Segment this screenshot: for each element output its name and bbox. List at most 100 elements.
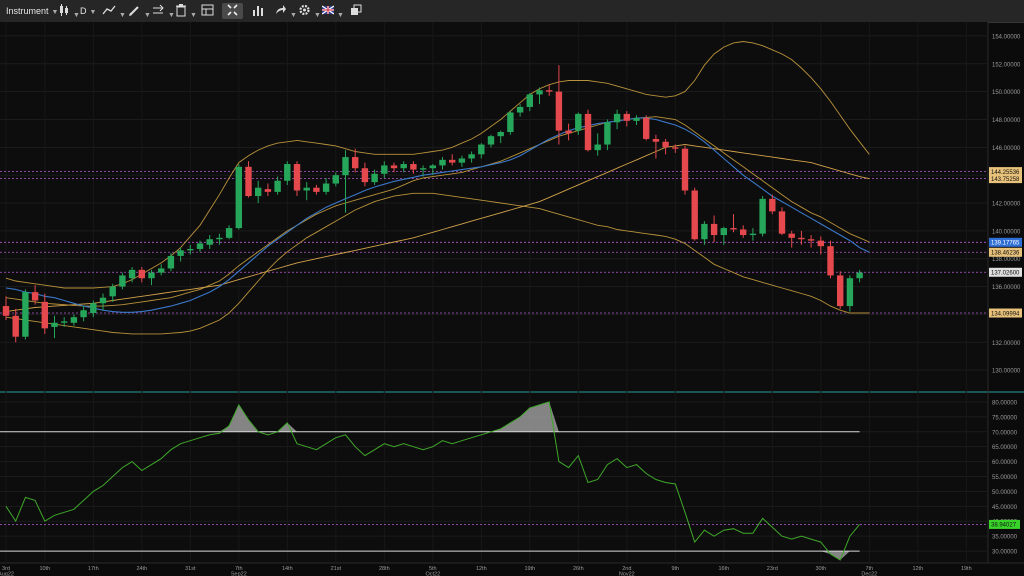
toolbar: Instrument ▼ ▼ D ▼ ▼ ▼ ▼ ▼ ▼ ▼ ▼: [0, 0, 1024, 23]
close-icon[interactable]: ✖: [46, 60, 52, 67]
chart-type-menu[interactable]: ▼: [58, 3, 80, 19]
time-tick-label: 12th: [912, 566, 923, 572]
candle-down: [807, 239, 815, 241]
price-value-label: 139.17765: [991, 241, 1020, 247]
eye-icon[interactable]: ◉: [35, 49, 43, 56]
price-tick-label: 142.00000: [992, 202, 1021, 208]
eye-icon[interactable]: ◉: [35, 60, 43, 67]
close-icon[interactable]: ✖: [48, 38, 55, 45]
series-line-sma50: [5, 144, 870, 313]
rsi-pane: [0, 401, 988, 561]
candle-down: [2, 306, 10, 316]
time-tick-label: 10th: [39, 566, 50, 572]
chevron-down-icon: ▼: [290, 12, 297, 19]
candle-up: [206, 239, 213, 245]
time-tick-label: 23rd: [767, 566, 778, 572]
rsi-tick-label: 40.00000: [992, 520, 1018, 526]
rsi-pane-controls[interactable]: ⬆⬇⤢: [955, 395, 977, 406]
candle-down: [410, 164, 417, 170]
candle-up: [487, 136, 495, 145]
time-tick-label: 2nd: [622, 566, 631, 572]
candle-up: [99, 297, 107, 304]
price-legend: USD/JPY (Bid) - Daily - Candlestick 90/2…: [5, 26, 300, 33]
candle-up: [274, 180, 281, 192]
rsi-overbought-fill: [6, 401, 860, 432]
candle-up: [613, 113, 621, 123]
close-icon[interactable]: ✖: [46, 49, 52, 56]
popout-button[interactable]: [350, 3, 362, 19]
price-tick-label: 130.00000: [992, 369, 1021, 375]
draw-menu[interactable]: ▼: [127, 3, 151, 19]
price-tick-label: 152.00000: [992, 62, 1021, 68]
delete-menu[interactable]: ▼: [175, 3, 197, 19]
candle-up: [158, 268, 165, 273]
candle-down: [817, 240, 824, 247]
chevron-down-icon: ▼: [168, 12, 175, 19]
rsi-tick-label: 35.00000: [992, 535, 1018, 541]
indicators-button[interactable]: [252, 3, 264, 19]
share-menu[interactable]: ▼: [274, 3, 297, 19]
layout-button[interactable]: [201, 3, 214, 19]
candle-down: [623, 113, 630, 121]
candles: [2, 65, 863, 343]
settings-menu[interactable]: ▼: [298, 3, 321, 19]
window-icon: [351, 4, 362, 15]
trendline-icon: [102, 5, 116, 15]
rsi-value-label: 38.94027: [991, 523, 1017, 529]
candle-down: [264, 189, 272, 192]
price-value-tag: [989, 247, 1022, 257]
candle-up: [846, 278, 854, 307]
time-tick-label: 19th: [524, 566, 535, 572]
eye-icon[interactable]: ◉: [38, 38, 45, 45]
price-value-label: 144.25536: [991, 170, 1020, 176]
rsi-tick-label: 70.00000: [992, 430, 1018, 436]
close-icon[interactable]: ✖: [64, 398, 71, 405]
candle-up: [303, 187, 310, 191]
time-tick-label: 21st: [331, 566, 342, 572]
chevron-down-icon: ▼: [190, 12, 197, 19]
time-tick-label: 17th: [88, 566, 99, 572]
candle-up: [594, 144, 601, 151]
price-pane-expand-button[interactable]: ⤢⬇: [963, 24, 976, 35]
instrument-menu[interactable]: Instrument ▼: [6, 3, 58, 19]
candle-down: [778, 211, 786, 234]
sma50-legend: SMA (50) ◉ ✖ ✱ 143.75258: [5, 48, 96, 56]
gear-icon[interactable]: ✱: [74, 398, 81, 405]
candle-up: [536, 90, 543, 95]
candle-down: [565, 130, 572, 134]
gear-icon[interactable]: ✱: [58, 38, 64, 45]
compare-menu[interactable]: ▼: [151, 3, 175, 19]
pencil-icon: [129, 6, 139, 16]
time-tick-sublabel: Sep22: [231, 572, 247, 576]
candle-down: [584, 113, 592, 151]
time-tick-label: 14th: [282, 566, 293, 572]
language-menu[interactable]: ▼: [321, 3, 344, 19]
gear-icon[interactable]: ✱: [55, 49, 62, 56]
time-tick-label: 26th: [573, 566, 584, 572]
trendline-menu[interactable]: ▼: [102, 3, 126, 19]
candle-up: [128, 269, 136, 279]
chevron-down-icon: ▼: [119, 12, 126, 19]
expand-icon: ⤢⬇: [963, 24, 976, 34]
candle-down: [681, 148, 689, 191]
eye-icon[interactable]: ◉: [54, 398, 61, 405]
price-value-tag: [989, 167, 1022, 177]
chevron-down-icon: ▼: [337, 12, 344, 19]
price-tick-label: 148.00000: [992, 118, 1021, 124]
gear-icon[interactable]: ✱: [55, 60, 62, 67]
time-tick-label: 30th: [815, 566, 826, 572]
candle-down: [390, 165, 398, 169]
candle-down: [730, 228, 737, 230]
sma50-label: SMA (50): [5, 49, 33, 56]
rsi-line: [5, 401, 860, 561]
time-tick-sublabel: Oct22: [425, 572, 440, 576]
crosshair-button[interactable]: [222, 3, 243, 19]
interval-menu[interactable]: D ▼: [80, 3, 96, 19]
time-tick-label: 3rd: [2, 566, 10, 572]
chevron-down-icon: ▼: [51, 9, 59, 16]
candle-down: [710, 223, 718, 236]
price-tick-label: 138.00000: [992, 257, 1021, 263]
compare-icon: [153, 4, 164, 14]
price-tick-label: 144.00000: [992, 174, 1021, 180]
trash-icon: [176, 4, 186, 17]
